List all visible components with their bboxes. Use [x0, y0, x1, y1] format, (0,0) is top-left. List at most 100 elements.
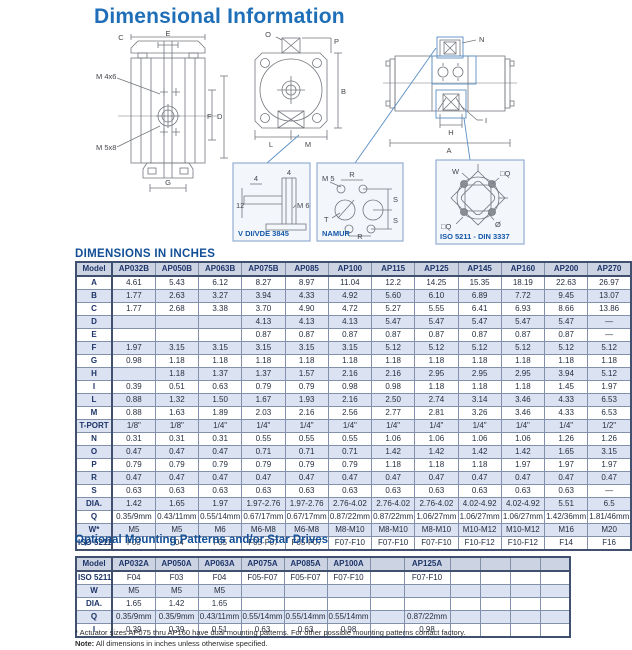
table-cell: 0.87/22mm	[370, 510, 416, 524]
table-cell: 4.13	[241, 315, 286, 329]
table-cell: 2.16	[327, 393, 373, 407]
table-row: E 0.87 0.87 0.87 0.87 0.87 0.87 0.87 0.87—	[75, 328, 632, 342]
table-cell: 1/8"	[154, 419, 200, 433]
table-cell: F05-F07	[283, 570, 328, 585]
table-cell: F07-F10	[370, 536, 416, 551]
table-cell: M6-M8	[241, 523, 286, 537]
table-cell: 1.65	[197, 597, 242, 611]
table-row: H 1.18 1.37 1.37 1.57 2.16 2.16 2.95 2.95 2.95 3.9…	[75, 367, 632, 381]
page-title: Dimensional Information	[94, 5, 345, 28]
table-cell: 0.87	[500, 328, 546, 342]
table-cell: 0.79	[197, 458, 243, 472]
table-cell	[509, 610, 541, 624]
table-cell: 2.68	[154, 302, 200, 316]
table-cell: 0.47	[111, 471, 156, 485]
table-cell: 6.12	[197, 275, 243, 290]
table-cell: 0.63	[197, 484, 243, 498]
namur-detail-box: M 5 R T S S R NAMUR	[316, 162, 404, 242]
row-label: ISO 5211*	[75, 570, 113, 585]
table-cell: 1.18	[414, 354, 459, 368]
table-cell: 2.63	[154, 289, 200, 303]
namur-box-title: NAMUR	[322, 229, 350, 238]
footnote-note-label: Note:	[75, 638, 95, 648]
row-label: DIA.	[75, 497, 113, 511]
table-cell: 0.63	[154, 484, 200, 498]
table-cell	[539, 570, 571, 585]
table-cell	[283, 584, 328, 598]
table-cell: 1.97	[587, 458, 632, 472]
table-cell: 5.43	[154, 275, 200, 290]
table-cell: 1.93	[284, 393, 329, 407]
table-cell: 1.65	[111, 597, 156, 611]
table-cell: 2.76-4.02	[370, 497, 416, 511]
dimensions-table-heading: DIMENSIONS IN INCHES	[75, 248, 216, 260]
table-cell	[479, 610, 511, 624]
table-cell: 1.06/27mm	[414, 510, 459, 524]
column-header: AP115	[370, 261, 416, 277]
table-cell: 0.87	[414, 328, 459, 342]
table-cell: 1.57	[284, 367, 329, 381]
iso-dim-q-top: □Q	[500, 169, 511, 178]
table-cell	[479, 623, 511, 638]
table-cell: M8-M10	[327, 523, 373, 537]
table-cell: 1.18	[543, 354, 589, 368]
table-cell: 2.16	[327, 367, 373, 381]
vdi-dim-4a: 4	[254, 174, 258, 183]
table-cell: F05-F07	[284, 536, 329, 551]
table-cell: 4.72	[327, 302, 373, 316]
column-header: AP145	[457, 261, 502, 277]
table-cell: 5.12	[587, 367, 632, 381]
table-cell: 2.76-4.02	[327, 497, 373, 511]
table-cell: M8-M10	[370, 523, 416, 537]
column-header: AP063B	[197, 261, 243, 277]
header-row: Model AP032B AP050B AP063B AP075B AP085 AP100 A…	[75, 261, 632, 277]
table-cell: 1/4"	[327, 419, 373, 433]
optional-table-head: Model AP032A AP050A AP063A AP075A AP085A AP100…	[75, 556, 571, 572]
table-cell	[539, 597, 571, 611]
table-cell: 2.76-4.02	[414, 497, 459, 511]
optional-table-heading: Optional Mounting Patterns and/or Star D…	[75, 534, 329, 546]
table-cell: 1/2"	[587, 419, 632, 433]
table-cell: —	[587, 315, 632, 329]
table-cell: 8.66	[543, 302, 589, 316]
table-cell	[240, 597, 285, 611]
row-label: C	[75, 302, 113, 316]
dim-label-i: I	[485, 116, 487, 125]
table-cell: 6.10	[414, 289, 459, 303]
table-cell: 0.55/14mm	[283, 610, 328, 624]
table-cell: 0.63	[457, 484, 502, 498]
table-cell: 0.47	[543, 471, 589, 485]
table-cell: 0.35/9mm	[154, 610, 199, 624]
table-cell: 1.18	[154, 354, 200, 368]
row-label: DIA.	[75, 597, 113, 611]
table-cell: 0.39	[111, 380, 156, 394]
table-cell: 2.74	[414, 393, 459, 407]
table-cell: 1.37	[241, 367, 286, 381]
table-cell: 2.81	[414, 406, 459, 420]
table-cell: 3.94	[241, 289, 286, 303]
table-cell: 1/4"	[414, 419, 459, 433]
table-cell: 0.31	[111, 432, 156, 446]
table-cell: 0.43/11mm	[154, 510, 200, 524]
table-cell: M5	[154, 523, 200, 537]
column-header: AP085A	[283, 556, 328, 572]
table-cell: 2.95	[500, 367, 546, 381]
column-header	[539, 556, 571, 572]
row-label: F	[75, 341, 113, 355]
table-cell: 1.97	[500, 458, 546, 472]
table-cell: 5.51	[543, 497, 589, 511]
table-row: O 0.47 0.47 0.47 0.71 0.71 0.71 1.42 1.42 1.42 1.4…	[75, 445, 632, 459]
table-cell: 18.19	[500, 275, 546, 290]
table-cell: 1.18	[414, 380, 459, 394]
row-label: I	[75, 623, 113, 638]
table-cell	[197, 315, 243, 329]
row-label: ISO 5211*	[75, 536, 113, 551]
dim-label-g: G	[165, 178, 171, 187]
row-label: T-PORT	[75, 419, 113, 433]
dim-label-a: A	[446, 146, 451, 155]
header-row: Model AP032A AP050A AP063A AP075A AP085A AP100…	[75, 556, 571, 572]
row-label: E	[75, 328, 113, 342]
table-cell: 0.67/17mm	[241, 510, 286, 524]
table-cell: 6.93	[500, 302, 546, 316]
row-label: B	[75, 289, 113, 303]
